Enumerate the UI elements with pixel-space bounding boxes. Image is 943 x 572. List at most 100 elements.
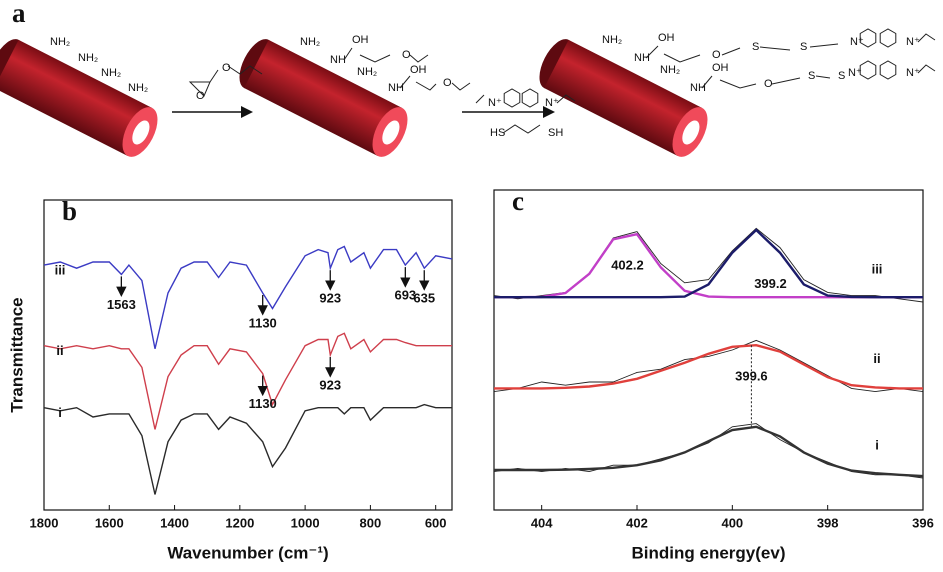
x-axis-title: Wavenumber (cm⁻¹) xyxy=(167,543,328,562)
pyridinium-ring xyxy=(521,88,539,108)
series-label: ii xyxy=(56,343,63,358)
chem-label: NH₂ xyxy=(300,36,320,48)
chem-label: N⁺ xyxy=(848,67,862,79)
bond xyxy=(502,124,541,134)
series-label: i xyxy=(58,405,62,420)
x-tick-label: 1800 xyxy=(30,515,59,530)
plot-frame xyxy=(43,199,453,511)
bond xyxy=(701,75,831,89)
fit-curve xyxy=(494,343,923,390)
chem-label: S xyxy=(808,70,815,82)
peak-label: 693 xyxy=(394,288,416,303)
chem-label: HS xyxy=(490,127,505,139)
chem-label: O xyxy=(712,49,721,61)
x-tick-label: 1000 xyxy=(291,515,320,530)
chem-label: NH xyxy=(330,54,346,66)
chem-label: NH₂ xyxy=(357,66,377,78)
panel-label: a xyxy=(12,0,26,28)
series-label: iii xyxy=(55,263,66,278)
spectrum-line xyxy=(43,245,453,349)
spectrum-line xyxy=(493,339,924,393)
chem-label: NH xyxy=(388,82,404,94)
peak-label: 923 xyxy=(319,291,341,306)
peak-label: 923 xyxy=(319,377,341,392)
chem-label: O xyxy=(196,90,205,102)
chem-label: O xyxy=(222,62,231,74)
spectrum-line xyxy=(43,403,452,495)
chem-label: N⁺ xyxy=(545,97,559,109)
chem-label: NH xyxy=(634,52,650,64)
pyridinium-ring xyxy=(879,28,897,48)
x-tick-label: 1400 xyxy=(160,515,189,530)
chem-label: NH₂ xyxy=(602,34,622,46)
nanotube xyxy=(239,39,408,157)
pyridinium-ring xyxy=(879,60,897,80)
plot-frame xyxy=(493,189,924,511)
peak-label: 635 xyxy=(413,291,435,306)
peak-label: 402.2 xyxy=(611,258,644,273)
x-tick-label: 402 xyxy=(626,515,648,530)
pyridinium-ring xyxy=(859,28,877,48)
chem-label: OH xyxy=(712,62,729,74)
bond xyxy=(188,65,263,97)
fit-curve xyxy=(494,228,923,299)
tube-hole xyxy=(132,120,150,145)
chem-label: O xyxy=(402,49,411,61)
peak-label: 1563 xyxy=(107,297,136,312)
x-tick-label: 800 xyxy=(360,515,382,530)
fit-curve xyxy=(494,425,924,478)
panel-label: b xyxy=(62,196,77,226)
chem-label: NH₂ xyxy=(101,67,121,79)
fit-curve xyxy=(494,232,923,299)
bond xyxy=(475,94,576,104)
spectrum-line xyxy=(43,332,452,430)
bond xyxy=(645,43,839,63)
chem-label: S xyxy=(800,41,807,53)
panel-label: c xyxy=(512,186,524,216)
chem-label: N⁺ xyxy=(850,36,864,48)
peak-label: 1130 xyxy=(249,396,277,411)
chem-label: S xyxy=(838,70,845,82)
chem-label: NH₂ xyxy=(660,64,680,76)
peak-label: 399.2 xyxy=(754,276,787,291)
tube-body xyxy=(0,39,153,157)
x-tick-label: 1200 xyxy=(225,515,254,530)
chem-label: N⁺ xyxy=(488,97,502,109)
x-tick-label: 1600 xyxy=(95,515,124,530)
chem-label: N⁺ xyxy=(906,67,920,79)
x-tick-label: 398 xyxy=(817,515,839,530)
chem-label: NH₂ xyxy=(78,52,98,64)
x-tick-label: 400 xyxy=(721,515,743,530)
chem-label: S xyxy=(752,41,759,53)
chem-label: NH₂ xyxy=(128,82,148,94)
spectrum-line xyxy=(493,227,924,303)
bond xyxy=(917,33,936,74)
chem-label: O xyxy=(443,77,452,89)
chem-label: SH xyxy=(548,127,563,139)
nanotube xyxy=(539,39,708,157)
chem-label: OH xyxy=(658,32,675,44)
pyridinium-ring xyxy=(503,88,521,108)
tube-body xyxy=(544,39,703,157)
nanotube xyxy=(0,39,158,157)
peak-label: 1130 xyxy=(249,315,277,330)
x-tick-label: 396 xyxy=(912,515,934,530)
x-axis-title: Binding energy(ev) xyxy=(632,543,786,562)
chem-label: NH xyxy=(690,82,706,94)
tube-body xyxy=(244,39,403,157)
chem-label: O xyxy=(764,78,773,90)
charts: b 1800 1600 1400 1200 1000 800 600 Wavenumber (c… xyxy=(7,186,933,562)
chem-label: N⁺ xyxy=(906,36,920,48)
y-axis-title: Transmittance xyxy=(7,297,26,412)
x-tick-label: 404 xyxy=(531,515,553,530)
chem-label: OH xyxy=(352,34,369,46)
tube-hole xyxy=(682,120,700,145)
peak-label: 399.6 xyxy=(735,369,768,384)
chem-label: OH xyxy=(410,64,427,76)
bond xyxy=(399,75,471,91)
bond xyxy=(343,47,429,63)
series-label: iii xyxy=(872,261,883,276)
x-tick-label: 600 xyxy=(425,515,447,530)
